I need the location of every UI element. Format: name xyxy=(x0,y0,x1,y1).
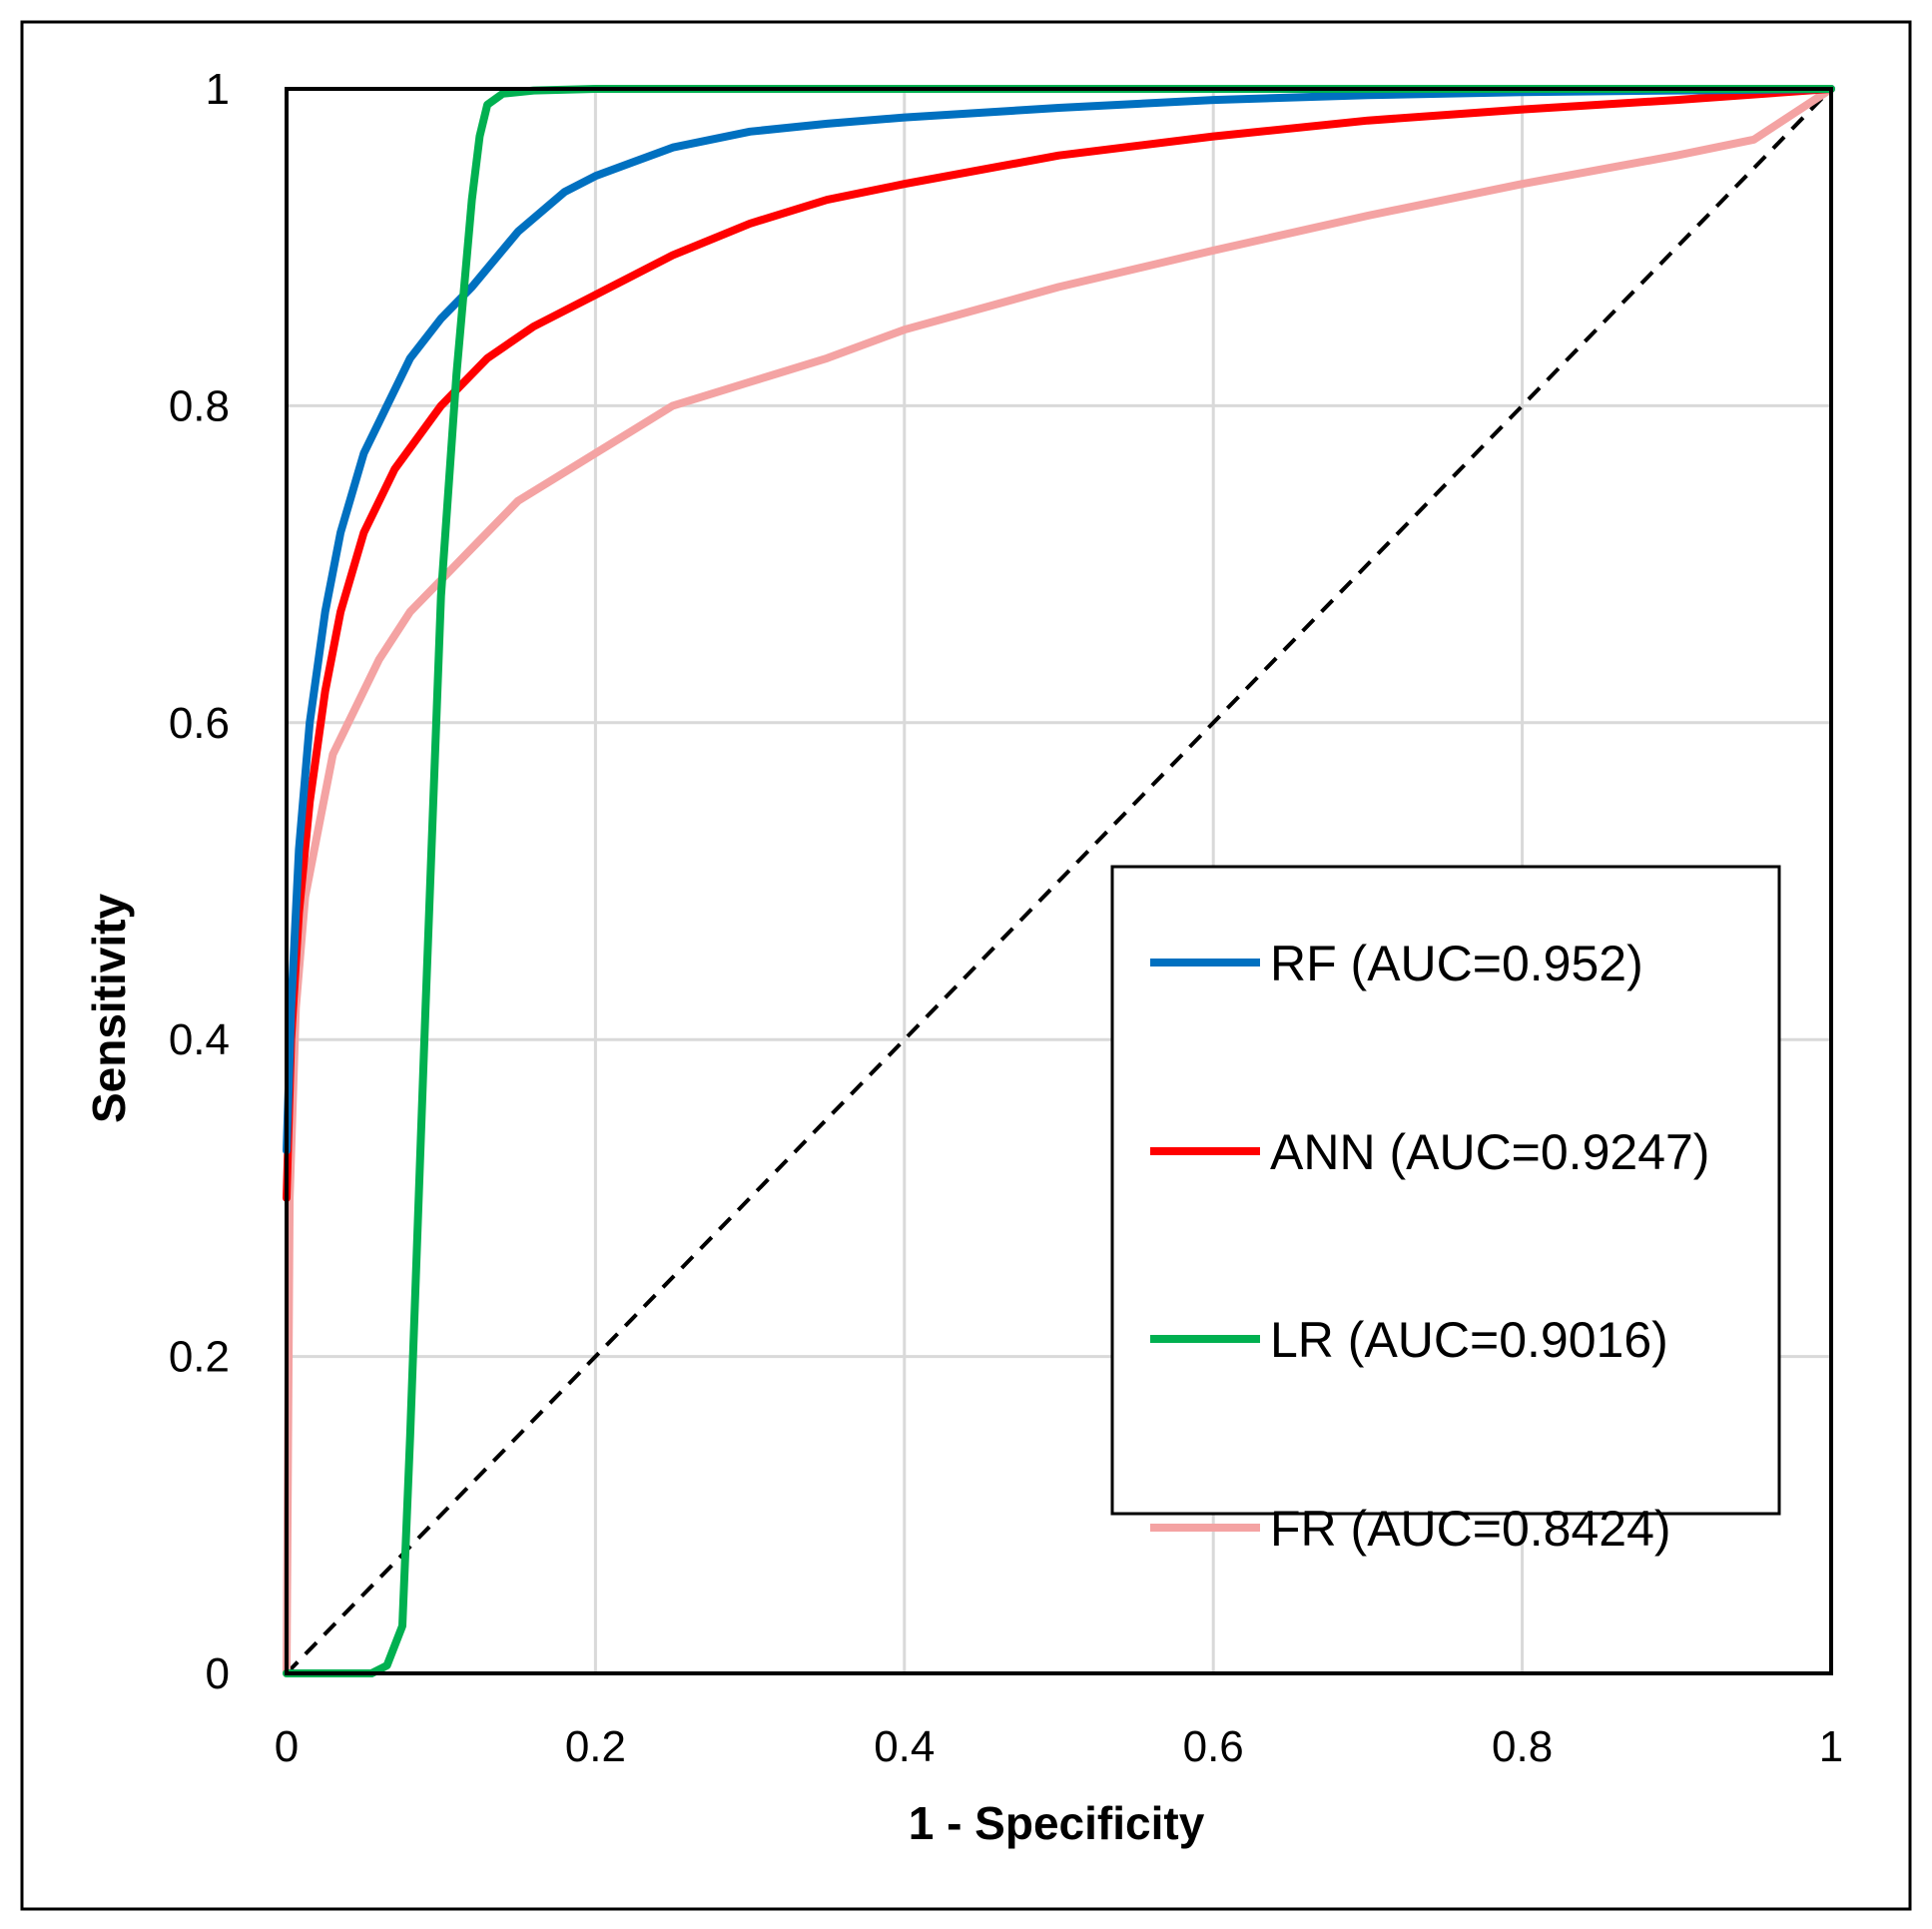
x-axis-ticks: 0 0.2 0.4 0.6 0.8 1 xyxy=(275,1722,1843,1771)
x-tick-label: 0.2 xyxy=(565,1722,626,1771)
y-tick-label: 0.8 xyxy=(169,381,230,430)
y-axis-ticks: 0 0.2 0.4 0.6 0.8 1 xyxy=(169,65,230,1698)
legend-box xyxy=(1110,865,1781,1516)
x-axis-title: 1 - Specificity xyxy=(909,1797,1205,1849)
y-tick-label: 0 xyxy=(206,1649,230,1698)
y-tick-label: 0.2 xyxy=(169,1333,230,1382)
chance-diagonal-line xyxy=(285,87,1833,1675)
series-line-lr xyxy=(283,85,1835,1677)
y-tick-label: 1 xyxy=(206,65,230,114)
y-tick-label: 0.6 xyxy=(169,699,230,748)
plot-area-border xyxy=(285,87,1833,1675)
x-tick-label: 0.6 xyxy=(1183,1722,1244,1771)
legend-label-ann: ANN (AUC=0.9247) xyxy=(1270,1124,1709,1180)
y-tick-label: 0.4 xyxy=(169,1015,230,1064)
series-lines xyxy=(283,85,1835,1677)
x-tick-label: 0.8 xyxy=(1492,1722,1553,1771)
legend-label-rf: RF (AUC=0.952) xyxy=(1270,936,1643,991)
series-line-rf xyxy=(283,85,1835,1155)
x-tick-label: 0.4 xyxy=(874,1722,935,1771)
series-line-fr xyxy=(283,85,1835,1677)
x-tick-label: 1 xyxy=(1819,1722,1843,1771)
legend: RF (AUC=0.952) ANN (AUC=0.9247) LR (AUC=… xyxy=(1110,865,1781,1557)
x-tick-label: 0 xyxy=(275,1722,299,1771)
legend-label-fr: FR (AUC=0.8424) xyxy=(1270,1501,1671,1557)
y-axis-title: Sensitivity xyxy=(83,894,135,1124)
series-line-ann xyxy=(283,85,1835,1202)
legend-label-lr: LR (AUC=0.9016) xyxy=(1270,1312,1668,1368)
